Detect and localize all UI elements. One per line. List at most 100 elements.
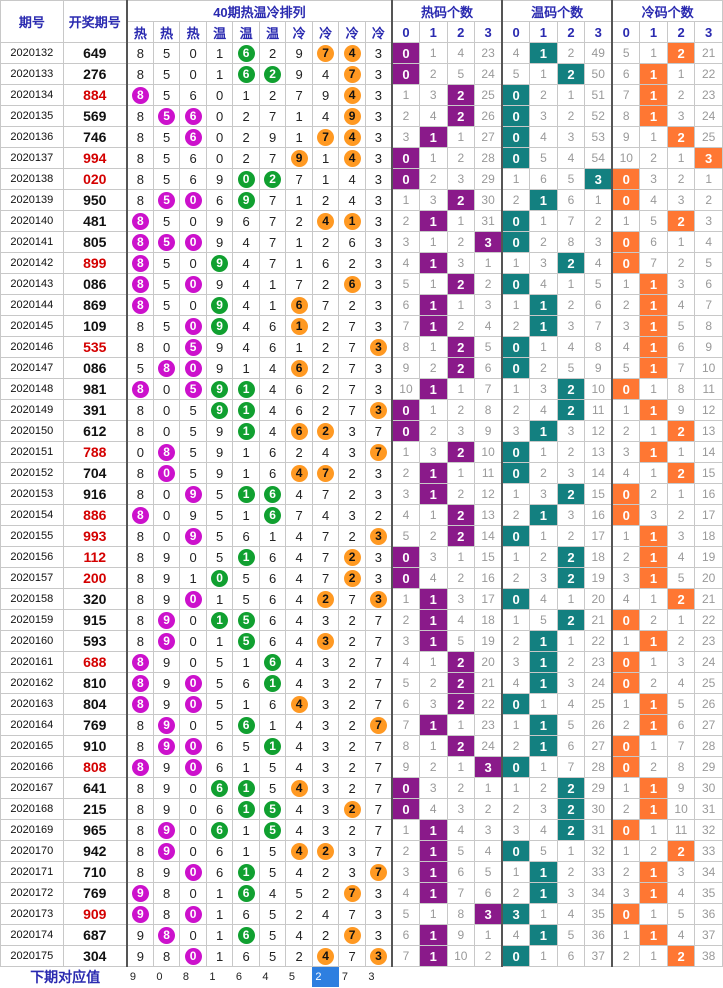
arrangement-cell: 9 xyxy=(205,420,234,442)
arrangement-cell: 9 xyxy=(205,336,234,358)
hot-count-miss: 26 xyxy=(474,105,503,127)
period-cell: 2020135 xyxy=(0,105,64,127)
arrangement-cell: 6 xyxy=(258,609,287,631)
warm-count-miss: 1 xyxy=(501,483,531,505)
hot-count-hit: 2 xyxy=(446,357,476,379)
arrangement-cell: 5 xyxy=(152,63,181,85)
hot-count-miss: 1 xyxy=(390,588,420,610)
draw-number: 994 xyxy=(62,147,128,169)
hot-count-miss: 10 xyxy=(390,378,420,400)
hot-count-miss: 1 xyxy=(419,735,448,757)
warm-ball: 1 xyxy=(237,548,255,566)
hot-count-miss: 8 xyxy=(390,336,420,358)
warm-count-hit: 1 xyxy=(529,651,558,673)
hot-count-hit: 2 xyxy=(446,651,476,673)
hot-count-hit: 1 xyxy=(419,588,448,610)
cold-count-miss: 20 xyxy=(694,567,723,589)
arrangement-cell: 4 xyxy=(285,588,313,610)
arrangement-cell: 9 xyxy=(152,609,181,631)
hot-count-miss: 1 xyxy=(419,147,448,169)
hot-count-miss: 6 xyxy=(446,861,476,883)
hot-count-miss: 4 xyxy=(419,798,448,820)
arrangement-cell: 2 xyxy=(338,672,366,694)
arrangement-cell: 1 xyxy=(285,336,313,358)
draw-number: 805 xyxy=(62,231,128,253)
arrangement-cell: 4 xyxy=(232,336,260,358)
hot-count-hit: 2 xyxy=(446,84,476,106)
arrangement-cell: 8 xyxy=(126,147,154,169)
arrangement-cell: 3 xyxy=(364,945,393,967)
warm-count-hit: 0 xyxy=(501,273,531,295)
arrangement-cell: 3 xyxy=(364,231,393,253)
arrangement-cell: 5 xyxy=(232,588,260,610)
cold-count-miss: 3 xyxy=(611,315,641,337)
cold-count-miss: 5 xyxy=(694,252,723,274)
warm-ball: 9 xyxy=(211,401,229,419)
hot-count-miss: 20 xyxy=(474,651,503,673)
cold-count-miss: 1 xyxy=(611,525,641,547)
warm-count-miss: 3 xyxy=(529,483,558,505)
cold-count-miss: 5 xyxy=(666,567,696,589)
warm-count-hit: 0 xyxy=(501,126,531,148)
draw-number: 688 xyxy=(62,651,128,673)
cold-count-digit-header: 3 xyxy=(694,21,723,43)
cold-count-miss: 1 xyxy=(666,609,696,631)
arrangement-cell: 7 xyxy=(311,42,340,64)
cold-count-hit: 0 xyxy=(611,252,641,274)
period-cell: 2020168 xyxy=(0,798,64,820)
warm-ball: 1 xyxy=(237,401,255,419)
hot-count-miss: 2 xyxy=(419,672,448,694)
cold-count-miss: 33 xyxy=(694,840,723,862)
arrangement-cell: 0 xyxy=(179,189,207,211)
hot-count-hit: 1 xyxy=(419,861,448,883)
hot-count-header: 热码个数 xyxy=(390,0,503,22)
arrangement-cell: 2 xyxy=(311,882,340,904)
warm-count-miss: 5 xyxy=(556,168,586,190)
arrangement-cell: 2 xyxy=(285,441,313,463)
arrangement-cell: 2 xyxy=(311,840,340,862)
warm-ball: 1 xyxy=(211,611,229,629)
arrangement-cell: 6 xyxy=(205,756,234,778)
period-cell: 2020175 xyxy=(0,945,64,967)
warm-count-miss: 3 xyxy=(529,252,558,274)
warm-count-miss: 1 xyxy=(529,756,558,778)
hot-count-miss: 30 xyxy=(474,189,503,211)
next-period-label: 下期对应值 xyxy=(30,969,101,985)
warm-count-hit: 1 xyxy=(529,630,558,652)
cold-count-hit: 0 xyxy=(611,756,641,778)
period-cell: 2020133 xyxy=(0,63,64,85)
warm-ball: 5 xyxy=(237,632,255,650)
cold-count-miss: 3 xyxy=(666,189,696,211)
arrangement-cell: 0 xyxy=(205,567,234,589)
cold-count-miss: 3 xyxy=(694,210,723,232)
cold-count-miss: 24 xyxy=(694,105,723,127)
warm-count-hit: 0 xyxy=(501,147,531,169)
arrangement-cell: 3 xyxy=(364,210,393,232)
period-cell: 2020134 xyxy=(0,84,64,106)
arrangement-cell: 1 xyxy=(205,63,234,85)
hot-count-miss: 1 xyxy=(446,546,476,568)
arrangement-cell: 3 xyxy=(364,924,393,946)
warm-count-miss: 2 xyxy=(556,651,586,673)
cold-count-miss: 1 xyxy=(639,945,668,967)
period-cell: 2020171 xyxy=(0,861,64,883)
arrangement-cell: 4 xyxy=(232,252,260,274)
period-cell: 2020147 xyxy=(0,357,64,379)
warm-count-miss: 3 xyxy=(501,420,531,442)
table-row: 2020150 612 8 0 5 9 1 4 6 2 3 7 0 2 3 9 3 1 3 12 2 1 2 13 xyxy=(0,420,723,442)
hot-ball: 9 xyxy=(158,737,176,755)
hot-ball: 8 xyxy=(131,653,149,671)
hot-count-miss: 3 xyxy=(390,126,420,148)
cold-count-hit: 0 xyxy=(611,903,641,925)
arrangement-cell: 2 xyxy=(338,567,366,589)
arrangement-cell: 5 xyxy=(205,651,234,673)
arrangement-cell: 3 xyxy=(364,483,393,505)
warm-ball: 9 xyxy=(211,317,229,335)
arrangement-cell: 1 xyxy=(285,231,313,253)
draw-number: 112 xyxy=(62,546,128,568)
warm-count-miss: 19 xyxy=(584,567,613,589)
arrangement-cell: 2 xyxy=(338,630,366,652)
hot-count-miss: 3 xyxy=(474,294,503,316)
cold-ball: 4 xyxy=(290,695,308,713)
